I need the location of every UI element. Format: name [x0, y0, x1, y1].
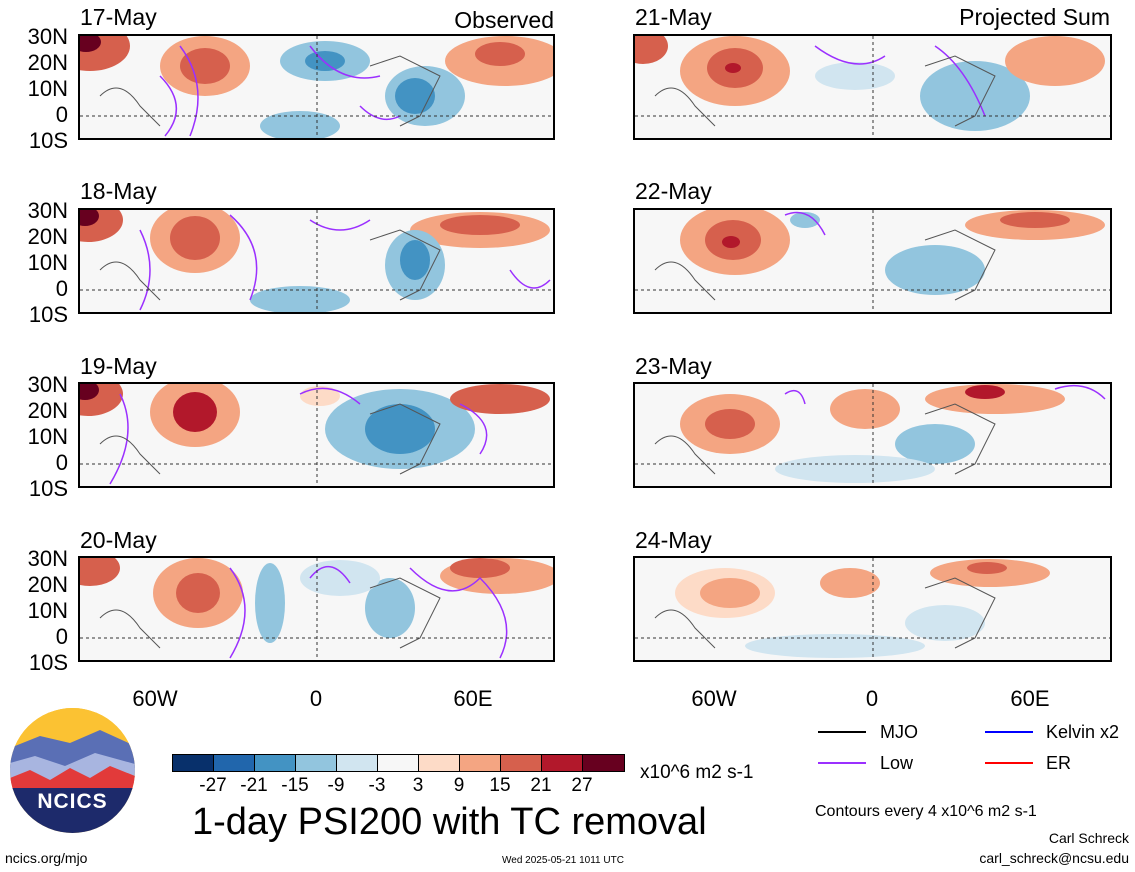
panel-title-right-2: 22-May	[635, 178, 712, 204]
legend-label-er: ER	[1046, 753, 1072, 773]
map-panel-right-1	[633, 34, 1112, 140]
colorbar-swatch	[377, 754, 419, 772]
map-panel-right-4	[633, 556, 1112, 662]
panel-title-right-1: 21-May	[635, 4, 712, 30]
lat-label: 0	[55, 450, 68, 475]
logo-text: NCICS	[37, 790, 108, 813]
lat-label: 10N	[27, 250, 68, 275]
lat-label: 20N	[27, 572, 68, 597]
lat-label: 0	[55, 276, 68, 301]
lon-label-0-right: 0	[865, 686, 879, 711]
lat-label: 10S	[28, 650, 68, 675]
map-panel-right-3	[633, 382, 1112, 488]
colorbar-swatch	[336, 754, 378, 772]
panel-title-left-2: 18-May	[80, 178, 157, 204]
lat-label: 20N	[27, 398, 68, 423]
colorbar-label: 3	[412, 775, 424, 796]
panel-title-left-1: 17-May	[80, 4, 157, 30]
colorbar-swatch	[213, 754, 255, 772]
panel-title-right-3: 23-May	[635, 353, 712, 379]
colorbar-label: 27	[571, 775, 593, 796]
lat-label: 10N	[27, 76, 68, 101]
legend-line-mjo	[818, 731, 866, 733]
map-panel-left-4	[78, 556, 555, 662]
colorbar-label: 9	[453, 775, 465, 796]
lat-label: 10N	[27, 598, 68, 623]
lon-label-0-left: 0	[309, 686, 323, 711]
colorbar-label: 21	[530, 775, 552, 796]
colorbar-label: -15	[281, 775, 309, 796]
colorbar-swatch	[172, 754, 214, 772]
lat-label: 20N	[27, 50, 68, 75]
legend-label-mjo: MJO	[880, 722, 918, 742]
colorbar-swatch	[541, 754, 583, 772]
ncics-logo: NCICS	[10, 708, 135, 833]
map-panel-right-2	[633, 208, 1112, 314]
lat-label: 10S	[28, 128, 68, 153]
colorbar-swatch	[500, 754, 542, 772]
legend-label-low: Low	[880, 753, 914, 773]
panel-title-right-4: 24-May	[635, 527, 712, 553]
lat-label: 10N	[27, 424, 68, 449]
observed-header: Observed	[454, 7, 554, 33]
lat-label: 10S	[28, 476, 68, 501]
colorbar-swatch	[254, 754, 296, 772]
colorbar-label: -21	[240, 775, 268, 796]
map-panel-left-2	[78, 208, 555, 314]
colorbar-units: x10^6 m2 s-1	[640, 762, 754, 783]
panel-title-left-4: 20-May	[80, 527, 157, 553]
legend-line-low	[818, 762, 866, 764]
colorbar-label: -3	[368, 775, 386, 796]
projected-header: Projected Sum	[959, 4, 1110, 30]
colorbar-label: -27	[199, 775, 227, 796]
map-panel-left-1	[78, 34, 555, 140]
lat-label: 10S	[28, 302, 68, 327]
legend-label-kelvin: Kelvin x2	[1046, 722, 1120, 742]
colorbar-swatch	[459, 754, 501, 772]
lat-label: 0	[55, 102, 68, 127]
legend-line-kelvin	[985, 731, 1033, 733]
lon-label-60e-left: 60E	[453, 686, 493, 711]
colorbar-swatch	[418, 754, 460, 772]
lat-label: 30N	[27, 546, 68, 571]
lat-label: 30N	[27, 372, 68, 397]
lat-label: 0	[55, 624, 68, 649]
footer-url[interactable]: ncics.org/mjo	[5, 850, 88, 866]
lon-label-60w-right: 60W	[691, 686, 737, 711]
lon-label-60w-left: 60W	[132, 686, 178, 711]
lon-label-60e-right: 60E	[1010, 686, 1050, 711]
lat-label: 20N	[27, 224, 68, 249]
panel-title-left-3: 19-May	[80, 353, 157, 379]
credit-author: Carl Schreck	[1048, 830, 1129, 846]
credit-email[interactable]: carl_schreck@ncsu.edu	[979, 850, 1129, 866]
colorbar-swatch	[295, 754, 337, 772]
colorbar-label: 15	[489, 775, 511, 796]
colorbar-label: -9	[327, 775, 345, 796]
lat-label: 30N	[27, 24, 68, 49]
contours-note: Contours every 4 x10^6 m2 s-1	[815, 803, 1037, 820]
footer-timestamp: Wed 2025-05-21 1011 UTC	[502, 855, 624, 866]
figure-title: 1-day PSI200 with TC removal	[192, 801, 707, 843]
colorbar-swatch	[582, 754, 625, 772]
lat-label: 30N	[27, 198, 68, 223]
legend-line-er	[985, 762, 1033, 764]
map-panel-left-3	[78, 382, 555, 488]
